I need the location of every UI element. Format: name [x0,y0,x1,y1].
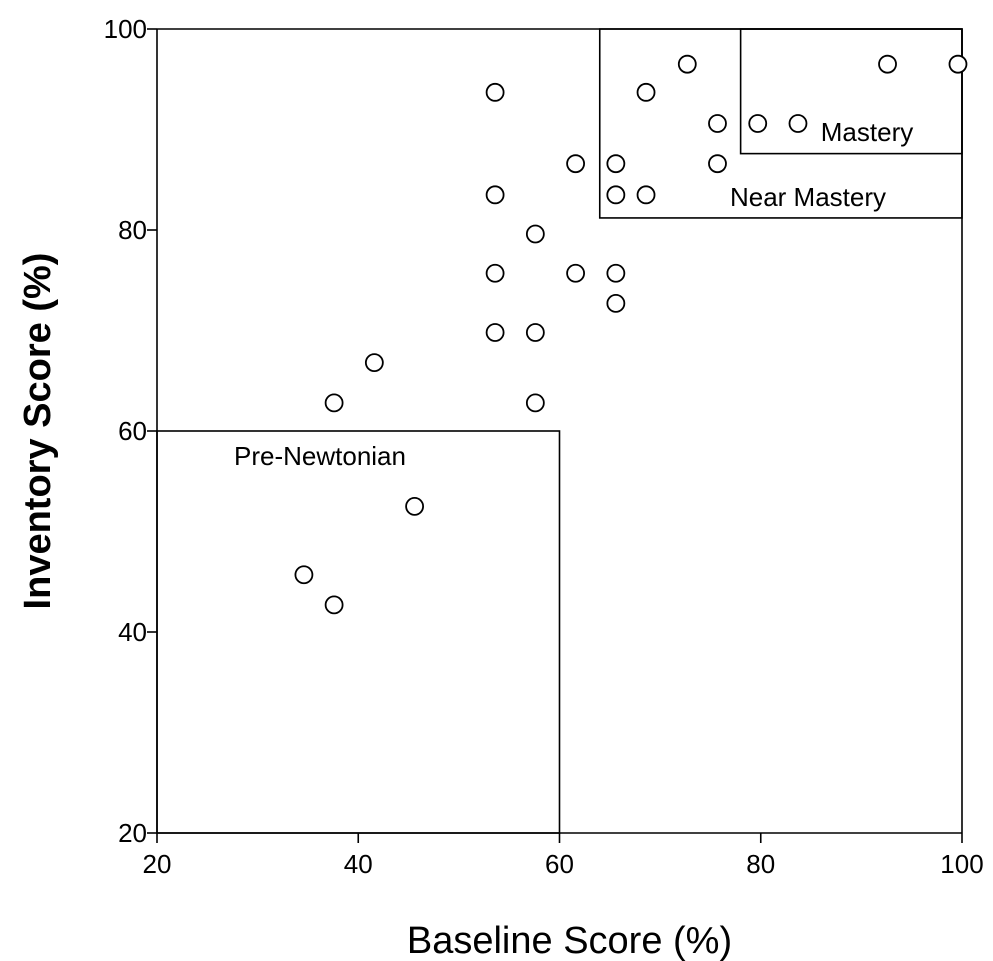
regions-layer: Pre-Newtonian Near Mastery Mastery [156,28,963,834]
data-point [788,114,808,133]
data-point [748,114,768,133]
data-point [485,263,505,283]
y-tick-label: 20 [118,818,147,848]
x-axis-title: Baseline Score (%) [407,920,732,961]
y-tick-label: 40 [118,617,147,647]
data-point [566,263,585,283]
x-tick-label: 60 [545,849,574,879]
region-box-pre-newtonian [156,430,561,834]
data-point [948,54,968,74]
ticks-layer: 20 40 60 80 100 20 40 60 80 100 [104,14,984,879]
data-point [294,565,314,585]
data-point [485,185,505,205]
points-layer [294,54,968,615]
data-point [606,293,626,313]
data-point [636,185,656,205]
data-point [636,82,656,102]
region-label: Mastery [821,117,913,147]
data-point [324,393,344,413]
x-tick-label: 100 [940,849,983,879]
data-point [708,114,727,133]
data-point [485,82,505,102]
x-tick-label: 80 [746,849,775,879]
data-point [525,393,545,413]
data-point [708,154,727,174]
data-point [525,224,545,244]
data-point [485,323,505,342]
data-point [677,54,697,74]
data-point [606,263,626,283]
y-tick-label: 100 [104,14,147,44]
data-point [324,595,344,615]
data-point [525,323,545,342]
y-axis-title: Inventory Score (%) [17,253,59,610]
x-tick-label: 20 [143,849,172,879]
data-point [878,54,897,74]
region-label: Near Mastery [730,182,886,212]
region-label: Pre-Newtonian [234,441,406,471]
y-tick-label: 80 [118,215,147,245]
x-tick-label: 40 [344,849,373,879]
data-point [606,185,626,205]
data-point [606,154,626,174]
data-point [405,496,425,516]
data-point [566,154,585,174]
data-point [364,353,384,373]
y-tick-label: 60 [118,416,147,446]
